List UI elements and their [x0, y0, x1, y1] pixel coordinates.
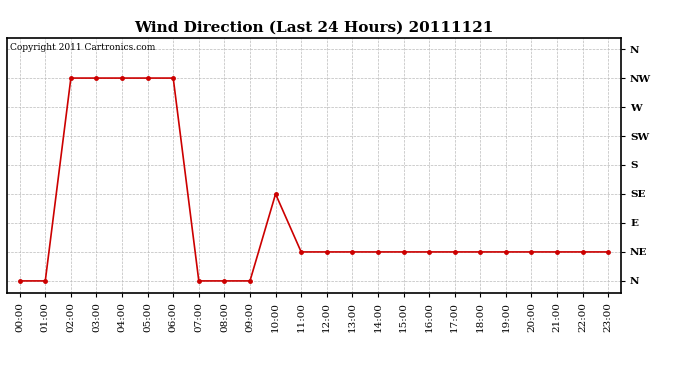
Text: Copyright 2011 Cartronics.com: Copyright 2011 Cartronics.com	[10, 43, 155, 52]
Title: Wind Direction (Last 24 Hours) 20111121: Wind Direction (Last 24 Hours) 20111121	[135, 21, 493, 35]
